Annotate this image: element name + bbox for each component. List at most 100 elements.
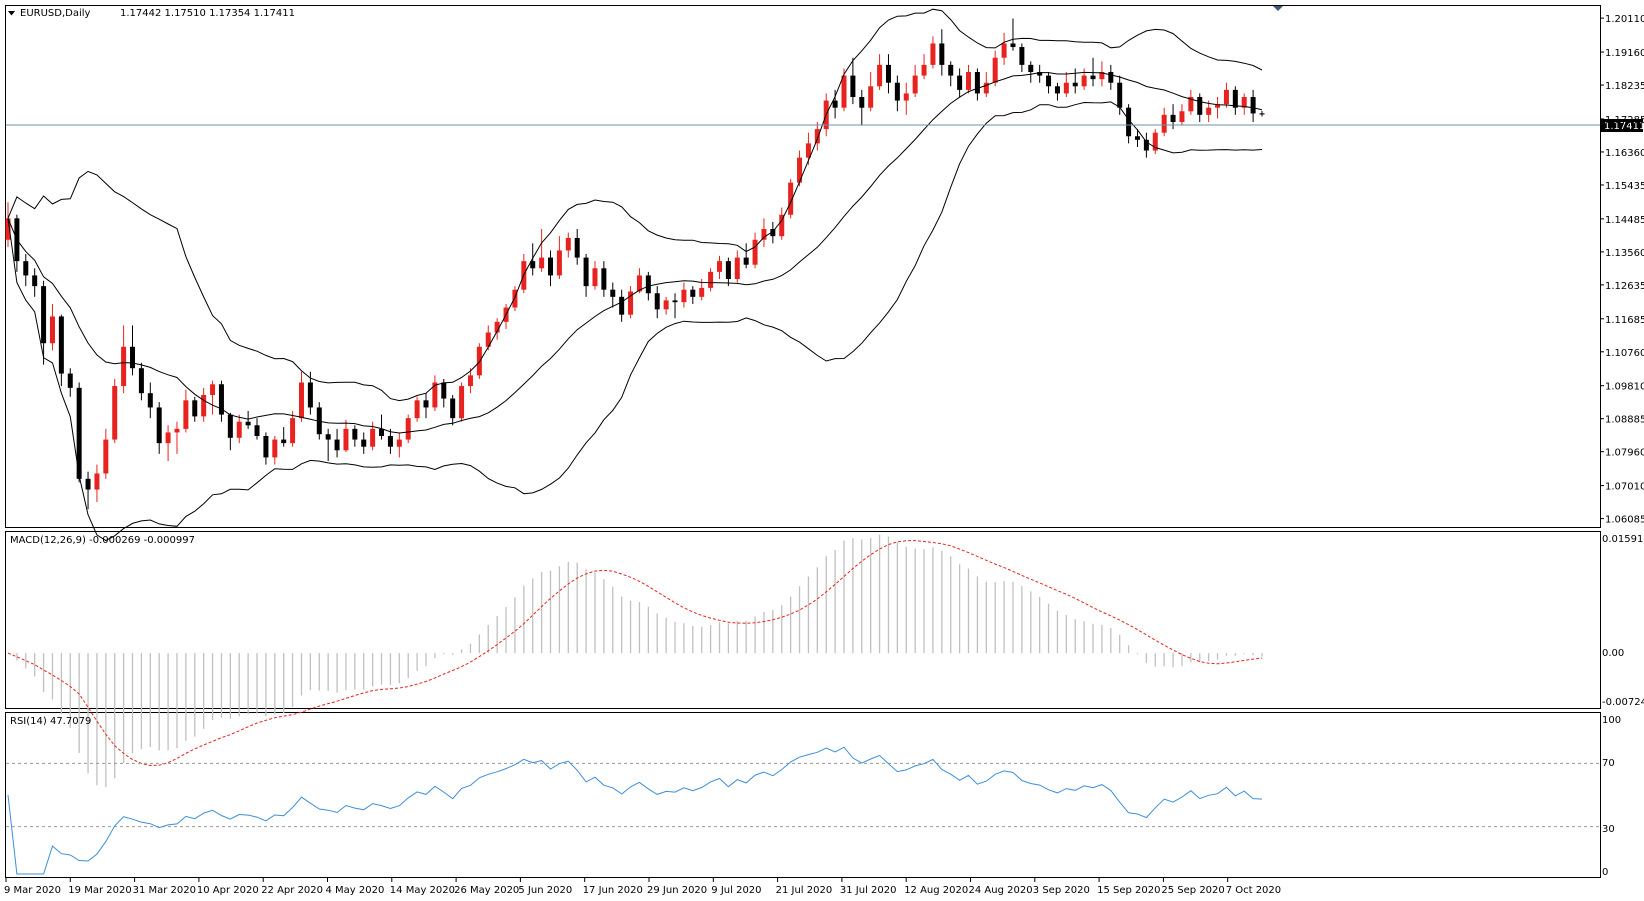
candle [290, 411, 296, 447]
candle-body [877, 64, 883, 87]
candle-body [272, 439, 278, 458]
candle-body [32, 275, 38, 287]
candle-body [885, 64, 891, 83]
candle [859, 89, 865, 126]
price-axis-label: 1.19160 [1605, 48, 1644, 59]
candle [1081, 68, 1087, 90]
candle [138, 362, 144, 401]
candle [574, 229, 580, 265]
candle-body [183, 400, 189, 429]
candle [885, 54, 891, 94]
candle-body [1134, 136, 1140, 140]
candle-body [343, 428, 349, 451]
candle [610, 282, 616, 308]
date-axis-label: 9 Mar 2020 [4, 885, 61, 896]
candle [165, 425, 171, 461]
date-axis-label: 4 May 2020 [326, 885, 385, 896]
candle [1099, 61, 1105, 87]
candle [939, 29, 945, 76]
candle-body [921, 64, 927, 76]
candle-body [797, 157, 803, 183]
candle-body [494, 321, 500, 333]
candle [67, 368, 73, 397]
candle [130, 325, 136, 376]
candle [352, 425, 358, 447]
candle-body [850, 75, 856, 97]
date-axis-label: 17 Jun 2020 [583, 885, 643, 896]
price-axis-label: 1.20110 [1605, 14, 1644, 25]
candle-body [1170, 114, 1176, 122]
candle [459, 382, 465, 422]
rsi-panel [6, 746, 1600, 875]
candle-body [1223, 89, 1229, 105]
candle [957, 68, 963, 97]
candle-body [423, 400, 429, 408]
rsi-axis-70: 70 [1602, 758, 1615, 769]
candle [966, 64, 972, 94]
candle-body [725, 261, 731, 279]
price-axis-label: 1.09810 [1605, 382, 1644, 393]
current-price-text: 1.17411 [1604, 121, 1644, 132]
candle [565, 232, 571, 258]
candle-body [1108, 72, 1114, 83]
candle [432, 375, 438, 412]
candle-body [974, 72, 980, 94]
candle-body [1152, 132, 1158, 151]
candle [325, 428, 331, 461]
candle-body [628, 291, 634, 315]
candle-body [85, 478, 91, 490]
candle [441, 378, 447, 408]
candle-body [112, 386, 118, 440]
candle-body [210, 384, 216, 395]
candle [734, 250, 740, 283]
candle [1108, 64, 1114, 90]
candle-body [5, 218, 11, 240]
candle-body [948, 64, 954, 76]
rsi-axis-30: 30 [1602, 824, 1615, 835]
date-axis-label: 31 Mar 2020 [133, 885, 196, 896]
candle [752, 232, 758, 269]
menu-triangle-icon[interactable] [8, 11, 15, 16]
candle [921, 54, 927, 80]
candle-body [1090, 75, 1096, 80]
candle [103, 428, 109, 479]
macd-panel-frame [5, 531, 1601, 709]
candle-body [76, 387, 82, 479]
candle-body [1197, 96, 1203, 115]
candle-body [165, 432, 171, 444]
candle-body [1019, 47, 1025, 65]
candle-body [654, 293, 660, 310]
candle-body [245, 421, 251, 426]
candle [1126, 104, 1132, 144]
candle [1206, 100, 1212, 122]
candle [94, 464, 100, 503]
candle-body [556, 250, 562, 276]
candle [379, 414, 385, 440]
price-axis-label: 1.10760 [1605, 348, 1644, 359]
candle-body [263, 436, 269, 458]
candle [1152, 129, 1158, 155]
candle [227, 412, 233, 451]
candle [32, 268, 38, 297]
candle [814, 121, 820, 151]
candle [725, 257, 731, 287]
candle-body [334, 439, 340, 451]
candle [1232, 86, 1238, 115]
shift-marker-icon[interactable] [1273, 6, 1283, 11]
candle [450, 394, 456, 426]
candle [1223, 82, 1229, 108]
date-axis-label: 25 Sep 2020 [1161, 885, 1224, 896]
candle [512, 286, 518, 312]
candle-body [174, 428, 180, 433]
candle [654, 286, 660, 319]
candle-body [23, 261, 29, 276]
candle-body [788, 182, 794, 215]
candle [41, 280, 47, 365]
candle [112, 378, 118, 444]
candle-body [645, 275, 651, 294]
candle-body [1126, 107, 1132, 137]
date-axis-label: 19 Mar 2020 [68, 885, 131, 896]
candle-body [583, 257, 589, 287]
candle [1188, 89, 1194, 115]
candle-body [983, 82, 989, 94]
